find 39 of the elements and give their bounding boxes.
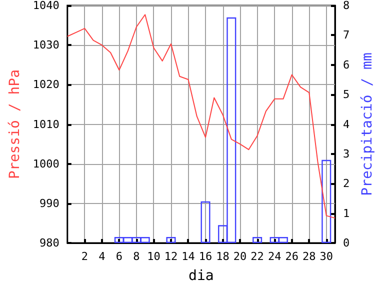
- y2-tick-label: 5: [343, 88, 350, 102]
- y-tick-label: 1000: [32, 157, 60, 170]
- y2-tick-label: 6: [343, 58, 350, 72]
- x-tick-label: 8: [133, 250, 140, 263]
- y2-tick-label: 4: [343, 118, 350, 131]
- y-tick-label: 1020: [32, 78, 60, 92]
- y2-tick-label: 2: [343, 177, 350, 190]
- y-tick-label: 990: [40, 196, 60, 210]
- bar: [322, 160, 332, 243]
- x-tick-label: 12: [164, 250, 178, 263]
- y-tick-label: 1010: [32, 118, 60, 131]
- bar: [166, 237, 176, 243]
- x-tick-label: 22: [250, 250, 264, 263]
- x-tick-label: 14: [182, 250, 196, 263]
- line-series: [66, 14, 336, 219]
- y-tick-label: 980: [40, 236, 60, 250]
- x-tick-label: 28: [302, 250, 316, 263]
- y2-tick-label: 7: [343, 28, 350, 42]
- x-tick-label: 24: [268, 250, 282, 263]
- x-tick-label: 4: [98, 250, 106, 263]
- x-tick-label: 2: [81, 250, 88, 263]
- x-axis-title: dia: [188, 268, 214, 284]
- x-tick-label: 16: [198, 250, 212, 263]
- y-axis-title: Pressió / hPa: [7, 69, 23, 180]
- x-tick-label: 26: [285, 250, 298, 263]
- y2-tick-label: 3: [343, 147, 350, 160]
- y2-axis-title: Precipitació / mm: [360, 52, 376, 196]
- x-tick-label: 30: [320, 250, 333, 263]
- bar: [252, 237, 262, 243]
- y-tick-label: 1040: [32, 0, 60, 12]
- y2-tick-label: 8: [343, 0, 350, 12]
- y2-tick-label: 1: [343, 206, 350, 220]
- x-tick-label: 10: [147, 250, 160, 263]
- x-tick-label: 6: [116, 250, 122, 263]
- x-tick-label: 20: [233, 250, 247, 263]
- y2-tick-label: 0: [343, 236, 350, 250]
- x-tick-label: 18: [216, 250, 230, 263]
- y-tick-label: 1030: [32, 38, 60, 52]
- bar: [200, 201, 210, 243]
